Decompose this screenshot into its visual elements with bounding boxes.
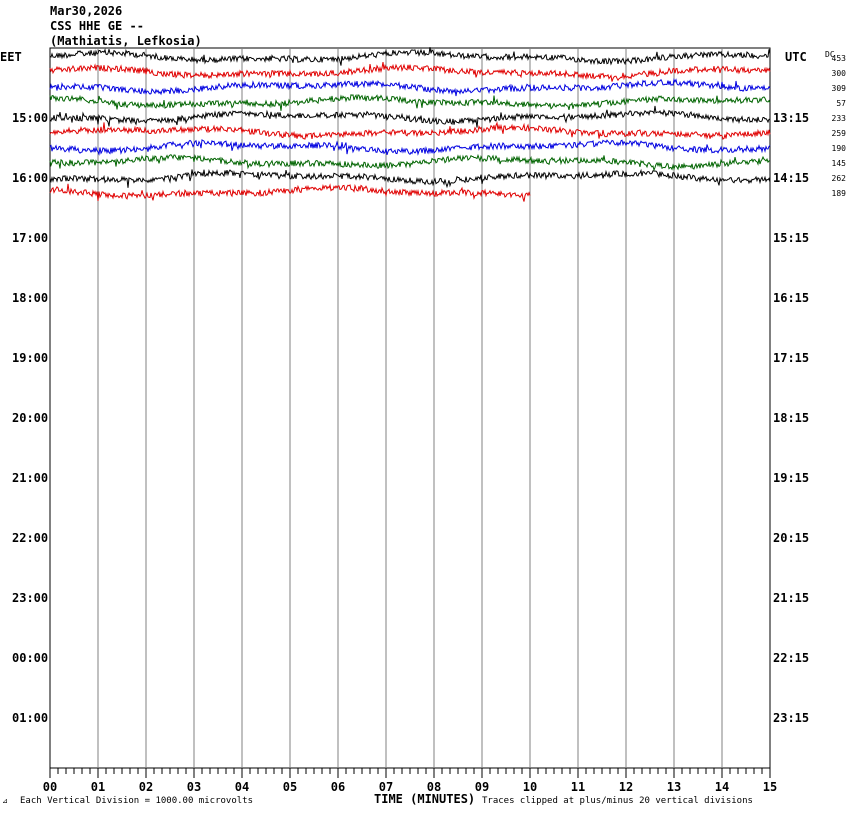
- dc-offset-value: 57: [836, 99, 846, 108]
- seismic-trace-9: [49, 168, 771, 189]
- dc-offset-value: 259: [832, 129, 847, 138]
- right-hour-label: 18:15: [773, 411, 809, 425]
- left-hour-label: 21:00: [12, 471, 48, 485]
- right-zone-label: UTC: [785, 50, 807, 64]
- dc-offset-value: 262: [832, 174, 847, 183]
- x-tick-label: 06: [331, 780, 345, 794]
- left-hour-label: 20:00: [12, 411, 48, 425]
- x-tick-label: 02: [139, 780, 153, 794]
- dc-offset-value: 233: [832, 114, 847, 123]
- scale-note: Each Vertical Division = 1000.00 microvo…: [20, 796, 253, 806]
- right-hour-label: 19:15: [773, 471, 809, 485]
- right-hour-label: 23:15: [773, 711, 809, 725]
- x-tick-label: 09: [475, 780, 489, 794]
- left-hour-label: 23:00: [12, 591, 48, 605]
- left-hour-label: 15:00: [12, 111, 48, 125]
- seismic-trace-4: [49, 94, 771, 111]
- dc-label: DC: [825, 50, 835, 59]
- right-hour-label: 16:15: [773, 291, 809, 305]
- x-tick-label: 11: [571, 780, 585, 794]
- seismic-trace-5: [49, 105, 771, 128]
- left-zone-label: EET: [0, 50, 22, 64]
- header-location: (Mathiatis, Lefkosia): [50, 34, 202, 48]
- clip-note: Traces clipped at plus/minus 20 vertical…: [482, 796, 753, 806]
- x-tick-label: 01: [91, 780, 105, 794]
- right-hour-label: 17:15: [773, 351, 809, 365]
- seismic-trace-1: [49, 47, 771, 66]
- right-hour-label: 15:15: [773, 231, 809, 245]
- x-tick-label: 04: [235, 780, 249, 794]
- right-hour-label: 13:15: [773, 111, 809, 125]
- seismic-trace-7: [49, 139, 771, 156]
- seismic-trace-3: [49, 77, 771, 97]
- dc-offset-value: 453: [832, 54, 847, 63]
- x-tick-label: 10: [523, 780, 537, 794]
- seismic-trace-10: [49, 183, 531, 202]
- left-hour-label: 01:00: [12, 711, 48, 725]
- dc-offset-value: 190: [832, 144, 847, 153]
- seismic-trace-6: [49, 121, 771, 140]
- left-hour-label: 22:00: [12, 531, 48, 545]
- header-date: Mar30,2026: [50, 4, 123, 18]
- right-hour-label: 20:15: [773, 531, 809, 545]
- corner-mark: ⊿: [2, 797, 8, 805]
- header-station: CSS HHE GE --: [50, 19, 144, 33]
- left-hour-label: 18:00: [12, 291, 48, 305]
- plot-frame: [49, 47, 771, 769]
- x-tick-label: 08: [427, 780, 441, 794]
- x-tick-label: 05: [283, 780, 297, 794]
- x-tick-label: 12: [619, 780, 633, 794]
- x-tick-label: 00: [43, 780, 57, 794]
- seismic-trace-2: [49, 62, 771, 82]
- seismic-trace-8: [49, 153, 770, 172]
- left-hour-label: 17:00: [12, 231, 48, 245]
- dc-offset-value: 145: [832, 159, 847, 168]
- left-hour-label: 19:00: [12, 351, 48, 365]
- x-tick-label: 13: [667, 780, 681, 794]
- x-tick-label: 07: [379, 780, 393, 794]
- dc-offset-value: 300: [832, 69, 847, 78]
- dc-offset-value: 189: [832, 189, 847, 198]
- x-tick-label: 14: [715, 780, 729, 794]
- x-axis-title: TIME (MINUTES): [374, 792, 475, 806]
- right-hour-label: 22:15: [773, 651, 809, 665]
- left-hour-label: 16:00: [12, 171, 48, 185]
- x-tick-label: 15: [763, 780, 777, 794]
- left-hour-label: 00:00: [12, 651, 48, 665]
- x-tick-label: 03: [187, 780, 201, 794]
- dc-offset-value: 309: [832, 84, 847, 93]
- right-hour-label: 14:15: [773, 171, 809, 185]
- right-hour-label: 21:15: [773, 591, 809, 605]
